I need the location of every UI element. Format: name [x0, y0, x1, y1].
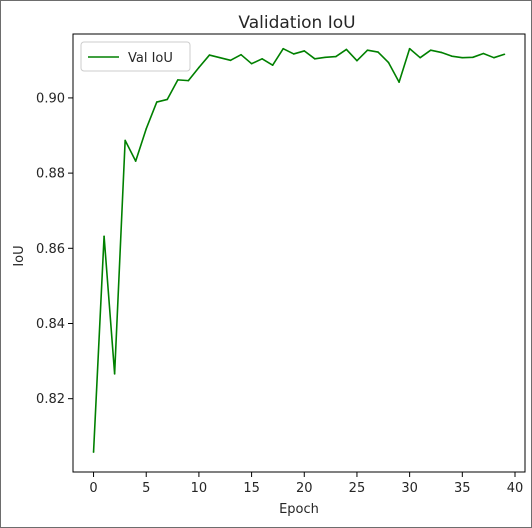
- data-point: [124, 139, 126, 142]
- y-tick-label: 0.90: [36, 91, 65, 106]
- x-tick-label: 0: [89, 481, 97, 496]
- data-point: [282, 47, 284, 50]
- data-point: [92, 451, 95, 453]
- data-point: [134, 160, 137, 162]
- y-tick-label: 0.84: [36, 317, 65, 332]
- data-point: [113, 373, 116, 375]
- x-tick-label: 15: [243, 481, 260, 496]
- legend-box: [80, 41, 191, 72]
- data-point: [229, 59, 232, 62]
- x-tick-label: 20: [296, 481, 313, 496]
- x-tick-label: 35: [454, 481, 471, 496]
- data-point: [271, 64, 274, 67]
- x-tick-label: 10: [191, 481, 208, 496]
- plot-area: [72, 33, 526, 473]
- data-point: [440, 51, 443, 54]
- data-point: [250, 62, 253, 65]
- data-point: [155, 101, 158, 103]
- x-tick-label: 30: [401, 481, 418, 496]
- data-point: [472, 56, 474, 59]
- x-tick-label: 5: [142, 481, 150, 496]
- legend-label: Val IoU: [128, 51, 173, 66]
- data-point: [208, 54, 211, 56]
- data-point: [187, 79, 190, 82]
- data-point: [450, 55, 453, 57]
- data-point: [177, 79, 179, 81]
- data-point: [240, 53, 242, 56]
- data-point: [377, 51, 379, 53]
- data-point: [145, 127, 148, 130]
- data-point: [419, 56, 421, 59]
- data-point: [503, 53, 506, 56]
- y-tick-label: 0.86: [36, 242, 65, 257]
- data-point: [261, 58, 263, 60]
- series-layer: [92, 47, 506, 453]
- data-point: [103, 235, 105, 238]
- data-point: [292, 53, 295, 55]
- y-axis-ticks: 0.82 0.84 0.86 0.88 0.90: [36, 91, 73, 407]
- data-point: [219, 56, 221, 59]
- chart-title: Validation IoU: [238, 13, 355, 33]
- x-axis-ticks: 0 5 10 15 20 25 30 35 40: [89, 472, 523, 496]
- data-point: [398, 81, 400, 83]
- y-tick-label: 0.88: [36, 167, 65, 182]
- x-tick-label: 40: [507, 481, 524, 496]
- x-tick-label: 25: [349, 481, 366, 496]
- data-point: [198, 66, 200, 69]
- data-point: [166, 98, 169, 101]
- data-point: [408, 47, 411, 50]
- y-tick-label: 0.82: [36, 392, 65, 407]
- data-point: [335, 55, 337, 58]
- series-line-val-iou: [92, 47, 505, 453]
- legend: Val IoU: [80, 41, 191, 72]
- data-point: [324, 56, 327, 59]
- x-axis-label: Epoch: [279, 502, 319, 517]
- data-point: [303, 50, 306, 52]
- data-point: [387, 61, 390, 64]
- data-point: [314, 58, 316, 60]
- data-point: [493, 56, 495, 59]
- data-point: [366, 49, 369, 51]
- data-point: [356, 59, 358, 62]
- data-point: [429, 49, 432, 51]
- data-point: [461, 56, 464, 59]
- data-point: [345, 48, 348, 51]
- data-point: [482, 52, 485, 55]
- y-axis-label: IoU: [12, 245, 27, 266]
